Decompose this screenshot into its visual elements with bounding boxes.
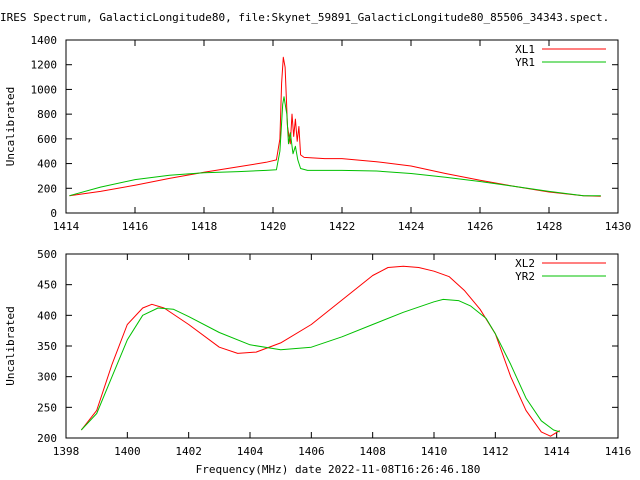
y-axis-label: Uncalibrated (4, 306, 17, 385)
y-tick-label: 250 (37, 401, 57, 414)
series-line-yr1 (69, 96, 601, 197)
x-tick-label: 1410 (421, 445, 448, 458)
series-line-xl2 (80, 265, 560, 437)
y-tick-label: 1200 (31, 59, 58, 72)
series-line-yr2 (80, 298, 560, 433)
x-tick-label: 1414 (543, 445, 570, 458)
x-axis-label: Frequency(MHz) date 2022-11-08T16:26:46.… (196, 463, 481, 476)
y-tick-label: 200 (37, 182, 57, 195)
legend-label: XL1 (515, 43, 535, 56)
x-tick-label: 1400 (114, 445, 141, 458)
x-tick-label: 1422 (329, 220, 356, 233)
y-tick-label: 500 (37, 248, 57, 261)
series-line-xl1 (69, 56, 601, 197)
x-tick-label: 1404 (237, 445, 264, 458)
x-tick-label: 1428 (536, 220, 563, 233)
y-tick-label: 400 (37, 158, 57, 171)
y-axis-label: Uncalibrated (4, 87, 17, 166)
y-tick-label: 1000 (31, 83, 58, 96)
legend-label: YR1 (515, 56, 535, 69)
x-tick-label: 1412 (482, 445, 509, 458)
plot-frame (65, 253, 619, 439)
x-tick-label: 1430 (605, 220, 632, 233)
y-tick-label: 350 (37, 340, 57, 353)
y-tick-label: 1400 (31, 34, 58, 47)
upper-spectrum-panel: 1414 1416 1418 1420 1422 1424 1426 1428 1430 0 200… (4, 34, 631, 233)
x-tick-label: 1402 (175, 445, 202, 458)
x-tick-label: 1416 (605, 445, 632, 458)
y-tick-label: 0 (50, 207, 57, 220)
plot-frame (65, 39, 619, 214)
x-tick-label: 1398 (53, 445, 80, 458)
y-tick-label: 400 (37, 309, 57, 322)
x-tick-label: 1424 (398, 220, 425, 233)
legend-label: YR2 (515, 270, 535, 283)
chart-title: IRES Spectrum, GalacticLongitude80, file… (0, 11, 609, 24)
x-tick-label: 1408 (359, 445, 386, 458)
x-tick-label: 1406 (298, 445, 325, 458)
x-tick-label: 1414 (53, 220, 80, 233)
y-tick-label: 300 (37, 371, 57, 384)
x-tick-label: 1420 (260, 220, 287, 233)
lower-spectrum-panel: 1398 1400 1402 1404 1406 1408 1410 1412 1414 1416… (4, 248, 631, 458)
x-tick-label: 1416 (122, 220, 149, 233)
x-tick-label: 1426 (467, 220, 494, 233)
y-tick-label: 800 (37, 108, 57, 121)
y-tick-label: 200 (37, 432, 57, 445)
legend-label: XL2 (515, 257, 535, 270)
y-tick-label: 450 (37, 279, 57, 292)
x-tick-label: 1418 (191, 220, 218, 233)
y-tick-label: 600 (37, 133, 57, 146)
